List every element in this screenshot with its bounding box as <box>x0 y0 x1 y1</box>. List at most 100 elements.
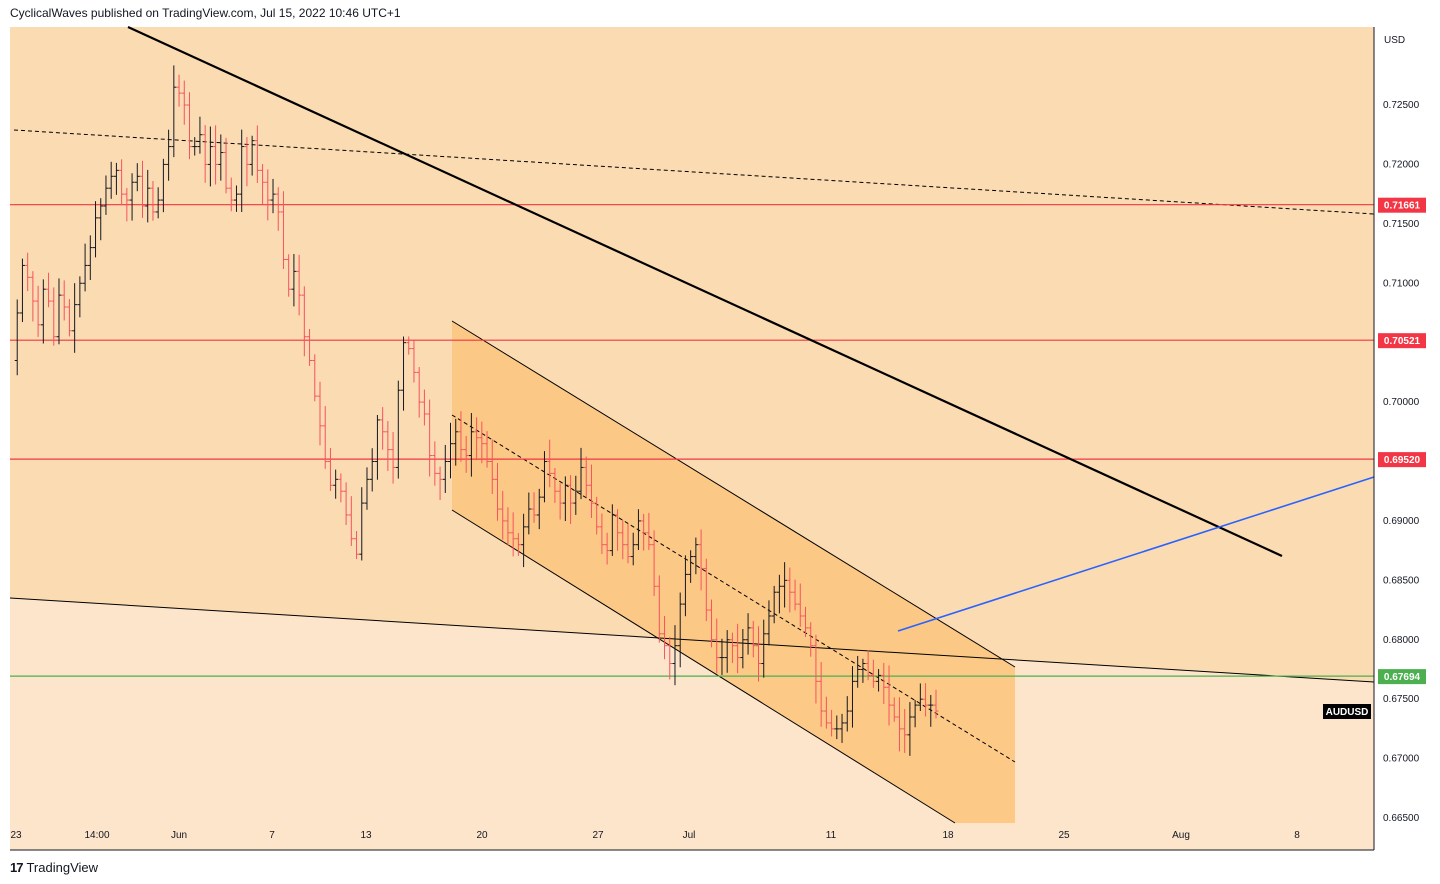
price-bar <box>766 600 772 646</box>
price-bar <box>479 421 485 464</box>
price-bar <box>740 629 746 669</box>
price-bar <box>46 272 52 308</box>
price-bar <box>656 575 662 643</box>
price-bar <box>568 475 574 525</box>
price-bar <box>176 74 182 107</box>
price-bar <box>93 201 99 258</box>
price-bar <box>745 613 751 655</box>
price-bar <box>380 407 386 450</box>
price-bar <box>693 537 699 575</box>
price-bar <box>77 276 83 318</box>
price-bar <box>808 622 814 657</box>
price-bar <box>327 447 333 491</box>
price-bar <box>729 632 735 664</box>
main-downtrend-line[interactable] <box>127 26 1283 557</box>
price-bar <box>761 619 767 678</box>
channel-upper-line <box>451 320 1016 668</box>
price-bar <box>719 638 725 675</box>
price-bar <box>515 533 521 557</box>
price-bar <box>599 513 605 554</box>
price-bar <box>280 191 286 269</box>
price-bar <box>275 187 281 231</box>
price-tick-label: 0.71500 <box>1383 219 1420 230</box>
price-bar <box>333 469 339 499</box>
footer: 17 TradingView <box>10 857 98 877</box>
price-bar <box>390 432 396 484</box>
brand-name: TradingView <box>26 859 99 875</box>
price-bar <box>463 435 469 473</box>
price-bar <box>923 683 929 717</box>
level-price-tag: 0.69520 <box>1384 455 1421 466</box>
price-bar <box>609 504 615 556</box>
price-bar <box>797 583 803 627</box>
price-tick-label: 0.70000 <box>1383 397 1420 408</box>
price-bar <box>228 177 234 212</box>
price-bar <box>735 623 741 674</box>
price-bar <box>192 137 198 156</box>
price-bar <box>839 713 845 743</box>
price-bar <box>620 519 626 560</box>
price-bar <box>56 278 62 345</box>
time-tick-label: 25 <box>1058 830 1070 841</box>
price-bar <box>385 421 391 471</box>
channel-lower-line <box>451 509 956 824</box>
price-bar <box>202 125 208 183</box>
price-bar <box>756 626 762 682</box>
price-bar <box>818 662 824 727</box>
price-bar <box>891 697 897 722</box>
level-price-tag-bg <box>1378 669 1426 685</box>
level-price-tag-bg <box>1378 452 1426 468</box>
price-bar <box>849 666 855 728</box>
price-bar <box>881 662 887 704</box>
price-bar <box>615 509 621 551</box>
price-bar <box>186 92 192 160</box>
price-bar <box>14 299 20 376</box>
price-bar <box>834 715 840 740</box>
price-bar <box>181 80 187 125</box>
level-price-tag-bg <box>1378 197 1426 213</box>
blue-projection-line[interactable] <box>897 476 1375 632</box>
price-bar <box>40 279 46 344</box>
level-price-tag-bg <box>1378 333 1426 349</box>
time-tick-label: 7 <box>269 830 275 841</box>
price-bar <box>437 466 443 501</box>
currency-label: USD <box>1384 35 1405 46</box>
price-bar <box>536 488 542 530</box>
price-bar <box>72 283 78 353</box>
time-tick-label: Jun <box>171 830 187 841</box>
price-bar <box>662 615 668 660</box>
price-bar <box>870 659 876 688</box>
price-bar <box>51 287 57 346</box>
time-tick-label: 14:00 <box>84 830 109 841</box>
time-tick-label: 23 <box>10 830 22 841</box>
price-bar <box>213 125 219 185</box>
price-bar <box>698 529 704 591</box>
price-bar <box>411 340 417 383</box>
dashed-trendline <box>13 129 1375 215</box>
price-bar <box>844 696 850 732</box>
price-tick-label: 0.68000 <box>1383 635 1420 646</box>
price-bar <box>547 439 553 488</box>
price-bar <box>635 509 641 551</box>
price-bar <box>526 492 532 535</box>
price-bar <box>140 160 146 218</box>
price-bar <box>113 162 119 195</box>
price-bar <box>359 487 365 561</box>
price-bar <box>724 630 730 673</box>
price-bar <box>233 185 239 212</box>
price-bar <box>98 198 104 241</box>
price-bar <box>265 169 271 221</box>
price-bar <box>197 116 203 154</box>
price-bar <box>432 441 438 486</box>
price-tick-label: 0.66500 <box>1383 813 1420 824</box>
price-bar <box>855 655 861 688</box>
price-bar <box>510 512 516 557</box>
price-bar <box>896 697 902 752</box>
price-bar <box>87 235 93 280</box>
price-chart[interactable]: USD 0.725000.720000.715000.710000.705000… <box>0 0 1440 856</box>
price-bar <box>119 159 125 206</box>
price-bar <box>672 625 678 686</box>
price-bar <box>448 422 454 479</box>
price-bar <box>416 367 422 418</box>
price-bar <box>500 490 506 540</box>
